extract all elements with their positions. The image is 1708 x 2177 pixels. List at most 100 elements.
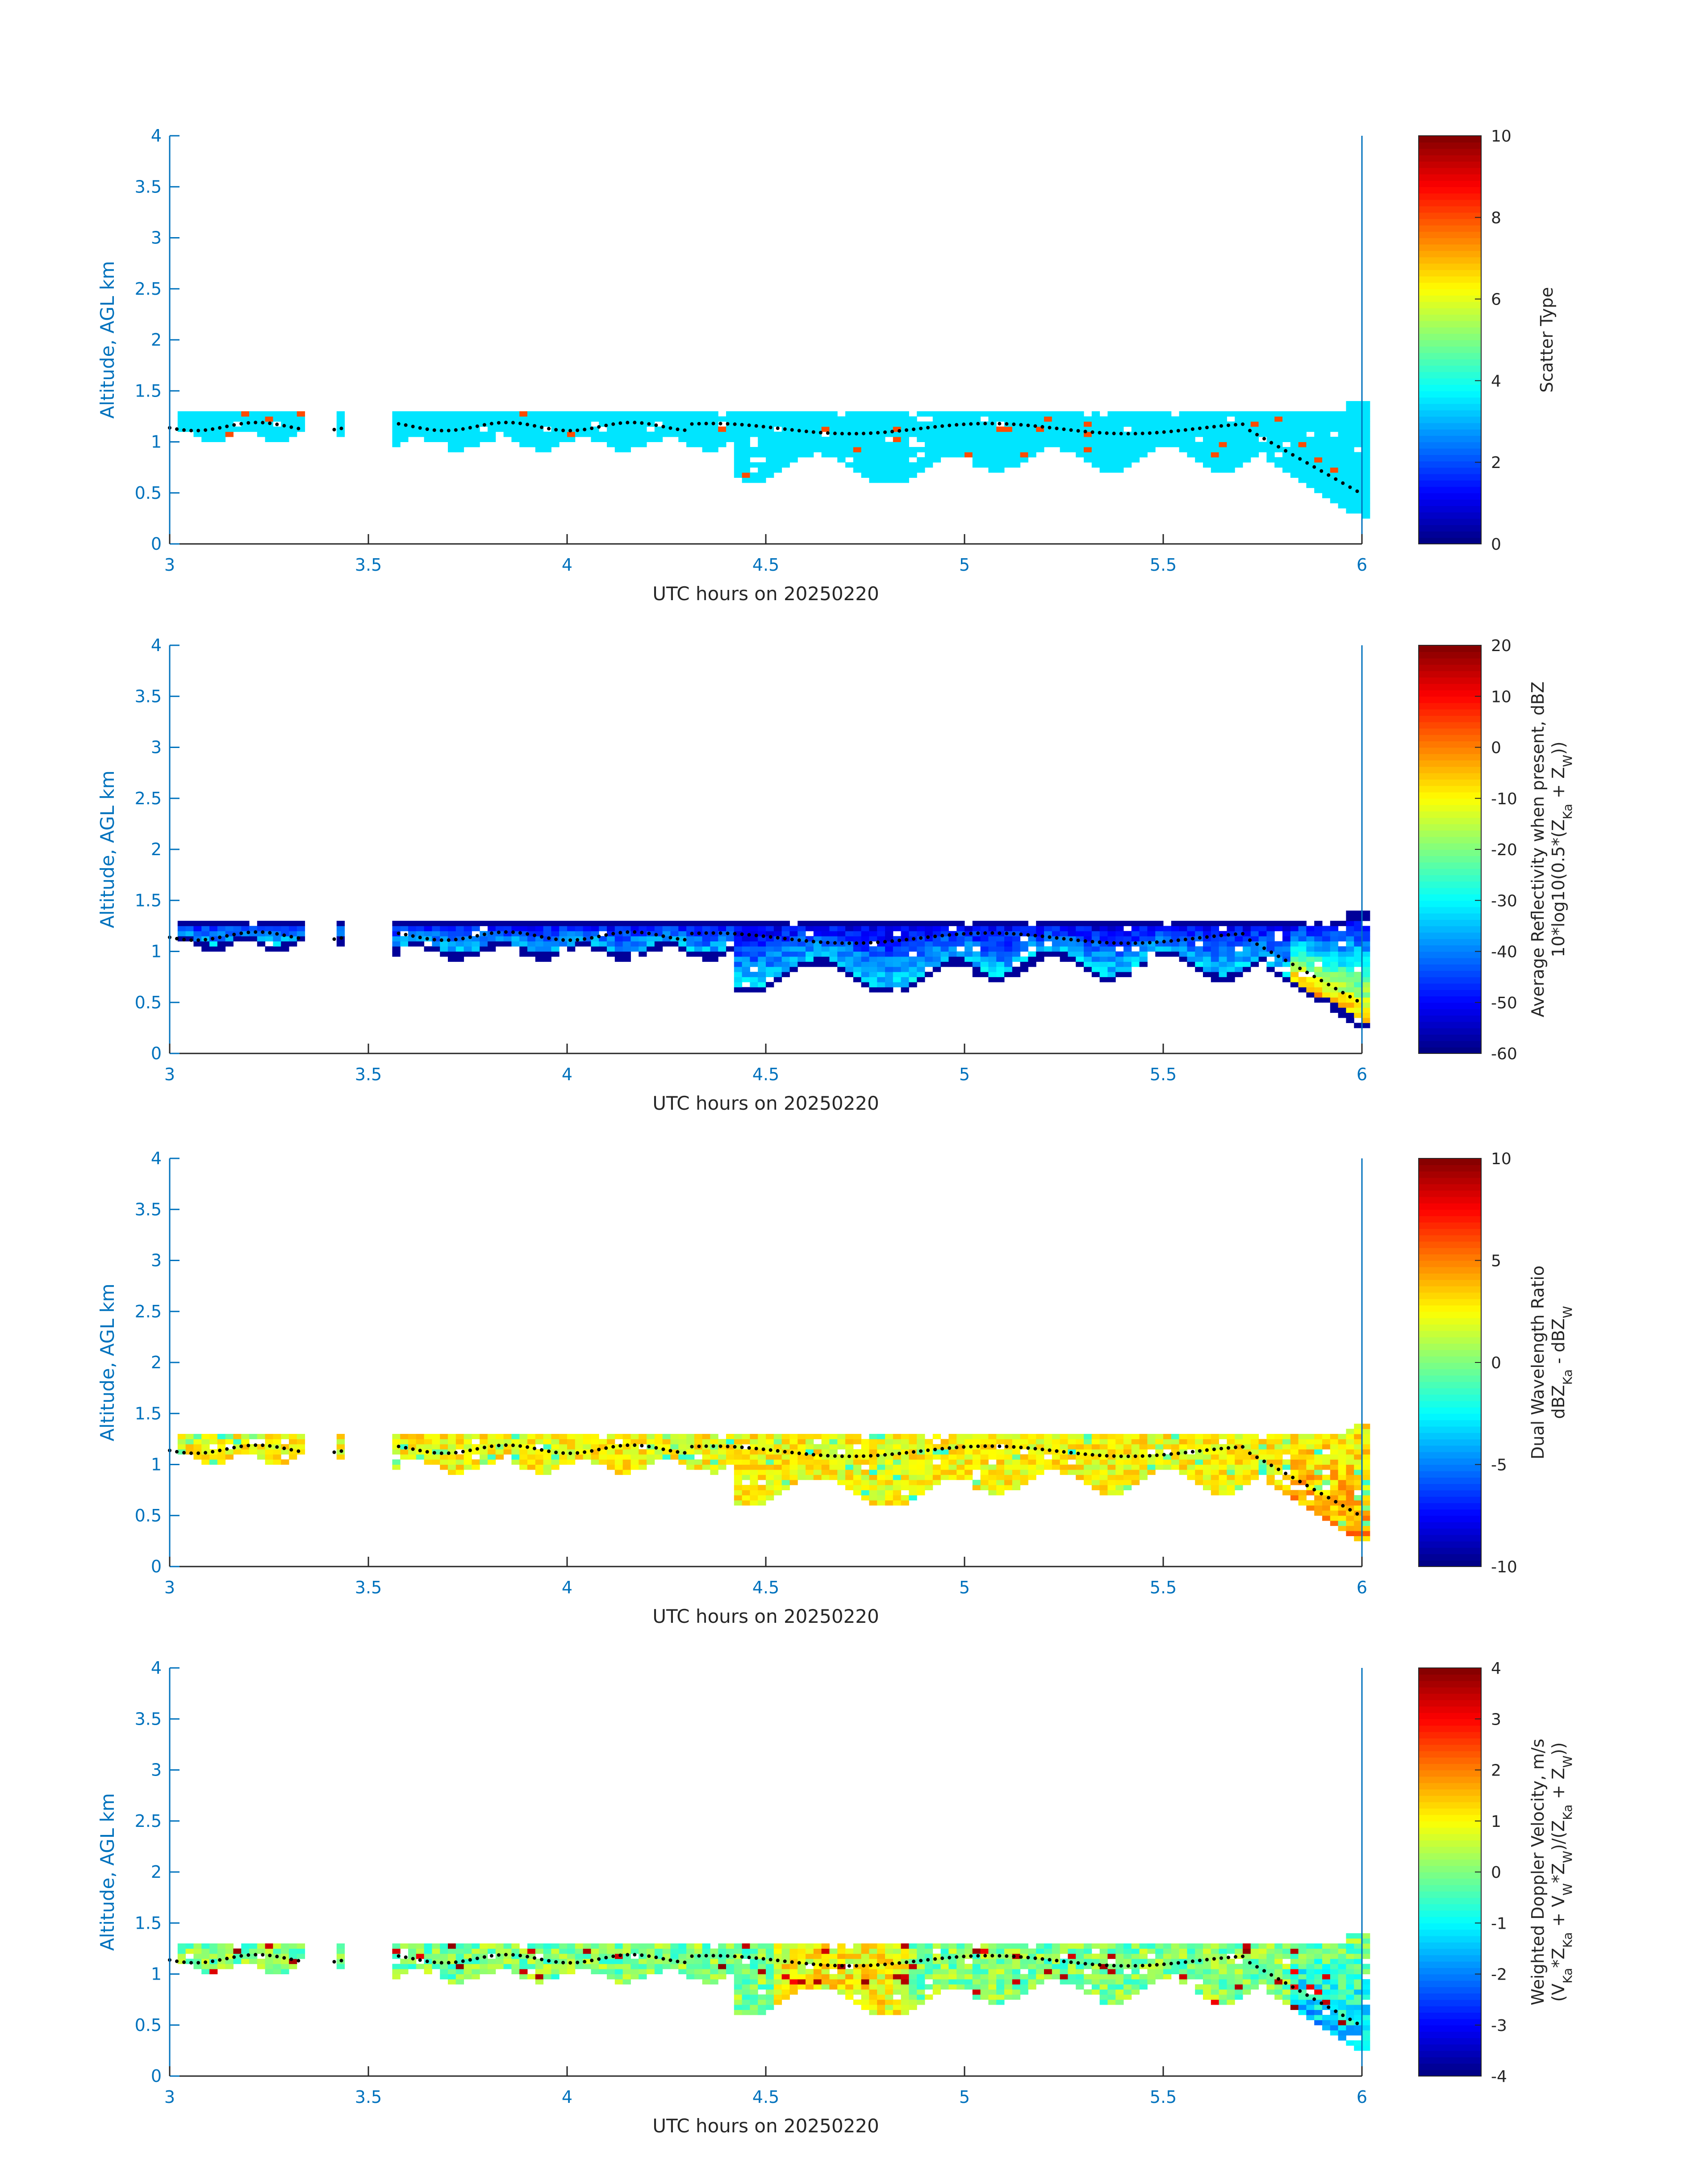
heatmap-cell	[806, 1449, 814, 1455]
heatmap-cell	[273, 437, 281, 442]
heatmap-cell	[1227, 1475, 1235, 1480]
heatmap-cell	[543, 1459, 551, 1465]
cloud-top-dot	[1327, 1496, 1331, 1500]
heatmap-cell	[1076, 931, 1084, 936]
heatmap-cell	[631, 1433, 639, 1439]
heatmap-cell	[734, 426, 743, 432]
heatmap-cell	[1290, 426, 1299, 432]
heatmap-cell	[1314, 462, 1323, 468]
heatmap-cell	[1322, 982, 1331, 987]
heatmap-cell	[686, 926, 695, 932]
heatmap-cell	[885, 1479, 894, 1485]
heatmap-cell	[758, 426, 766, 432]
cloud-top-dot	[1062, 937, 1066, 941]
heatmap-cell	[185, 1948, 194, 1954]
cloud-top-dot	[232, 423, 236, 427]
heatmap-cell	[1330, 1479, 1339, 1485]
heatmap-cell	[1028, 961, 1036, 967]
cloud-top-dot	[411, 1447, 415, 1451]
heatmap-cell	[1338, 498, 1346, 504]
heatmap-cell	[813, 1449, 822, 1455]
heatmap-cell	[965, 447, 973, 452]
colorbar-swatch	[1419, 1247, 1481, 1255]
heatmap-cell	[1060, 956, 1068, 962]
heatmap-cell	[1211, 1469, 1219, 1475]
heatmap-cell	[1163, 931, 1172, 936]
heatmap-cell	[622, 442, 631, 447]
heatmap-cell	[1195, 920, 1203, 926]
heatmap-cell	[289, 1433, 297, 1439]
heatmap-cell	[901, 447, 909, 452]
heatmap-cell	[1235, 452, 1243, 458]
heatmap-cell	[296, 421, 305, 427]
heatmap-cell	[1028, 1459, 1036, 1465]
heatmap-cell	[781, 961, 790, 967]
heatmap-cell	[766, 457, 774, 463]
heatmap-cell	[980, 926, 989, 932]
heatmap-cell	[1195, 1454, 1203, 1460]
heatmap-cell	[543, 1964, 551, 1969]
heatmap-cell	[1028, 1475, 1036, 1480]
heatmap-cell	[837, 1475, 846, 1480]
heatmap-cell	[742, 1974, 750, 1980]
heatmap-cell	[1004, 447, 1013, 452]
heatmap-cell	[1147, 1444, 1156, 1450]
heatmap-cell	[789, 1989, 798, 1995]
heatmap-cell	[885, 1433, 894, 1439]
heatmap-cell	[511, 426, 520, 432]
y-tick-label: 2.5	[135, 789, 162, 808]
heatmap-cell	[654, 431, 663, 437]
heatmap-cell	[773, 946, 782, 952]
heatmap-cell	[201, 1948, 210, 1954]
heatmap-cell	[1354, 431, 1362, 437]
heatmap-cell	[631, 426, 639, 432]
heatmap-cell	[1258, 1444, 1267, 1450]
heatmap-cell	[1219, 951, 1227, 957]
heatmap-cell	[1322, 1475, 1331, 1480]
heatmap-cell	[662, 421, 671, 427]
heatmap-cell	[1290, 467, 1299, 473]
heatmap-cell	[877, 1439, 885, 1445]
heatmap-cell	[1099, 1475, 1108, 1480]
cloud-top-dot	[454, 1450, 458, 1454]
heatmap-cell	[551, 421, 560, 427]
heatmap-cell	[750, 1490, 758, 1496]
heatmap-cell	[1346, 1018, 1354, 1023]
heatmap-cell	[281, 431, 289, 437]
heatmap-cell	[1219, 946, 1227, 952]
heatmap-cell	[1227, 956, 1235, 962]
heatmap-cell	[392, 442, 401, 447]
heatmap-cell	[233, 931, 242, 936]
heatmap-cell	[1139, 416, 1148, 422]
heatmap-cell	[1004, 956, 1013, 962]
heatmap-cell	[789, 1479, 798, 1485]
heatmap-cell	[1354, 1536, 1362, 1542]
heatmap-cell	[1306, 926, 1315, 932]
cloud-top-dot	[1270, 441, 1274, 445]
cloud-top-dot	[797, 429, 801, 433]
cloud-top-dot	[1155, 430, 1159, 435]
heatmap-cell	[1322, 421, 1331, 427]
heatmap-cell	[1147, 431, 1156, 437]
heatmap-cell	[1179, 426, 1187, 432]
heatmap-cell	[773, 467, 782, 473]
heatmap-cell	[432, 1948, 440, 1954]
heatmap-cell	[495, 941, 504, 947]
cloud-top-dot	[747, 423, 751, 427]
heatmap-cell	[1258, 951, 1267, 957]
heatmap-cell	[932, 926, 941, 932]
heatmap-cell	[1243, 457, 1251, 463]
heatmap-cell	[607, 416, 615, 422]
heatmap-cell	[1346, 416, 1354, 422]
heatmap-cell	[877, 926, 885, 932]
heatmap-cell	[1298, 421, 1307, 427]
cloud-top-dot	[1019, 423, 1023, 427]
heatmap-cell	[448, 956, 456, 962]
heatmap-cell	[1115, 972, 1124, 978]
heatmap-cell	[789, 1444, 798, 1450]
cloud-top-dot	[890, 939, 894, 943]
heatmap-cell	[1235, 411, 1243, 417]
cloud-top-dot	[990, 422, 994, 426]
heatmap-cell	[1123, 447, 1132, 452]
heatmap-cell	[948, 920, 957, 926]
